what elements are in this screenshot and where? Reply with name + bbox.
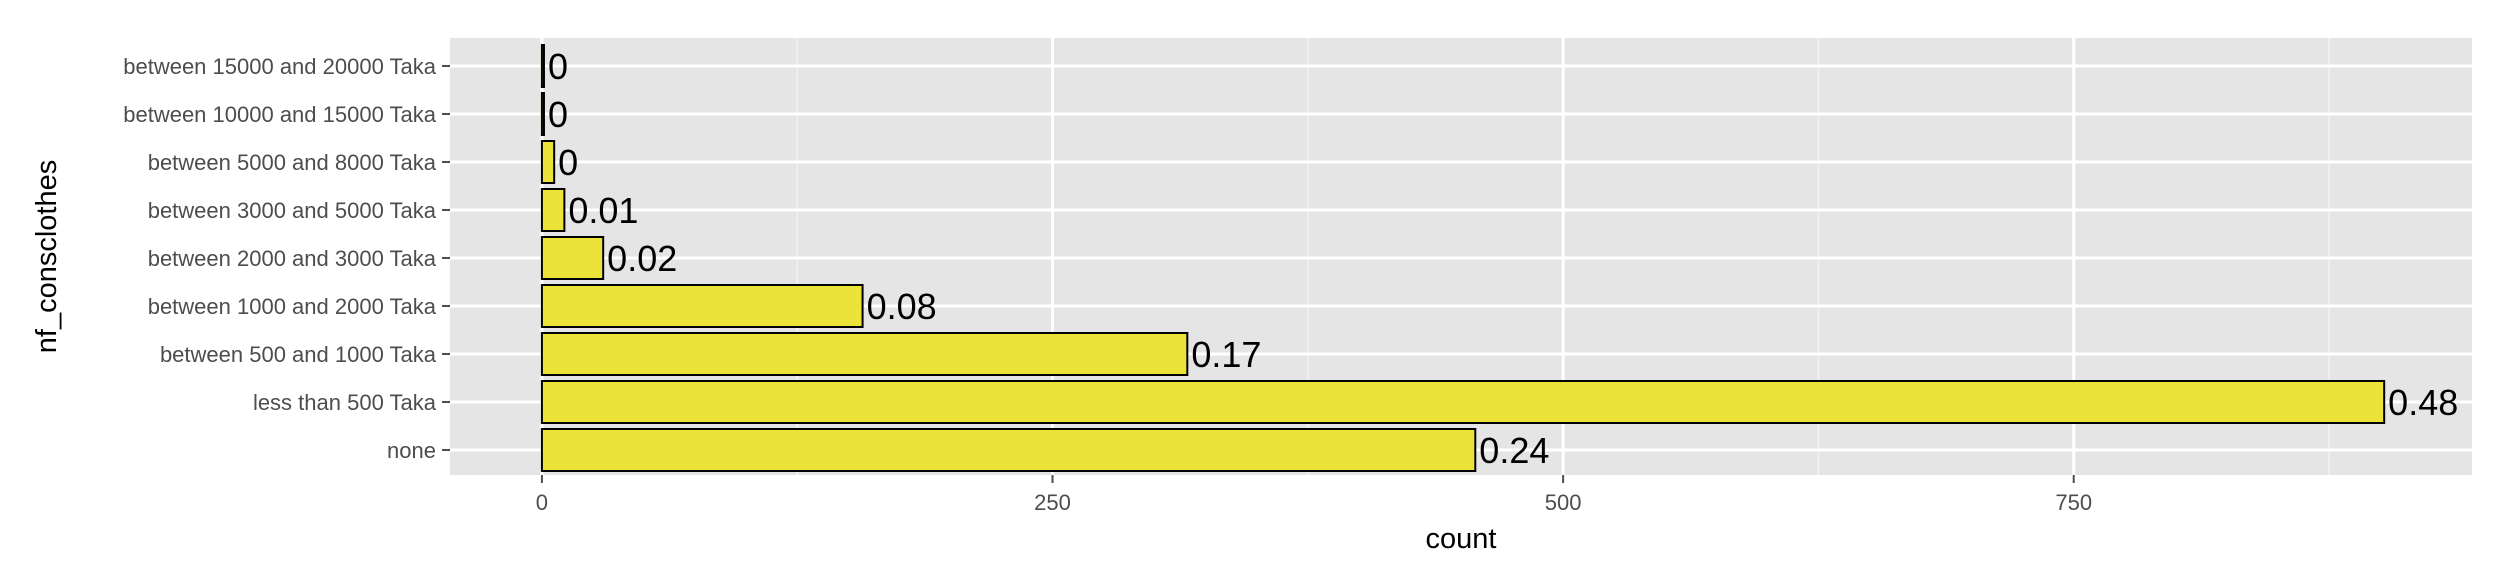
y-tick-label: between 5000 and 8000 Taka xyxy=(148,150,437,175)
bar xyxy=(540,428,1477,472)
bar xyxy=(540,140,556,184)
y-tick-label: between 2000 and 3000 Taka xyxy=(148,246,437,271)
x-tick-label: 500 xyxy=(1545,490,1582,515)
y-tick-label: between 10000 and 15000 Taka xyxy=(123,102,437,127)
data-label: 0.01 xyxy=(568,190,638,231)
data-label: 0.48 xyxy=(2388,382,2458,423)
data-label: 0.02 xyxy=(607,238,677,279)
data-label: 0.08 xyxy=(867,286,937,327)
y-tick-label: between 15000 and 20000 Taka xyxy=(123,54,437,79)
x-axis-title: count xyxy=(1426,523,1497,555)
y-tick-label: none xyxy=(387,438,436,463)
data-label: 0 xyxy=(548,94,568,135)
y-tick-label: between 1000 and 2000 Taka xyxy=(148,294,437,319)
y-tick-label: between 500 and 1000 Taka xyxy=(160,342,437,367)
bar xyxy=(540,284,864,328)
bar xyxy=(540,380,2386,424)
bar xyxy=(540,332,1189,376)
bars xyxy=(540,44,2386,472)
bar xyxy=(540,236,605,280)
y-tick-label: less than 500 Taka xyxy=(253,390,437,415)
y-axis: none less than 500 Taka between 500 and 10… xyxy=(123,54,450,463)
data-label: 0.24 xyxy=(1479,430,1549,471)
x-axis: 0 250 500 750 xyxy=(536,475,2092,515)
x-tick-label: 250 xyxy=(1034,490,1071,515)
bar xyxy=(540,92,545,136)
data-label: 0 xyxy=(548,46,568,87)
x-tick-label: 750 xyxy=(2055,490,2092,515)
y-tick-label: between 3000 and 5000 Taka xyxy=(148,198,437,223)
data-labels: 0.24 0.48 0.17 0.08 0.02 0.01 0 0 0 xyxy=(548,46,2458,471)
y-axis-title: nf_consclothes xyxy=(31,160,63,353)
bar xyxy=(540,188,566,232)
x-tick-label: 0 xyxy=(536,490,548,515)
data-label: 0.17 xyxy=(1191,334,1261,375)
data-label: 0 xyxy=(558,142,578,183)
bar xyxy=(540,44,545,88)
